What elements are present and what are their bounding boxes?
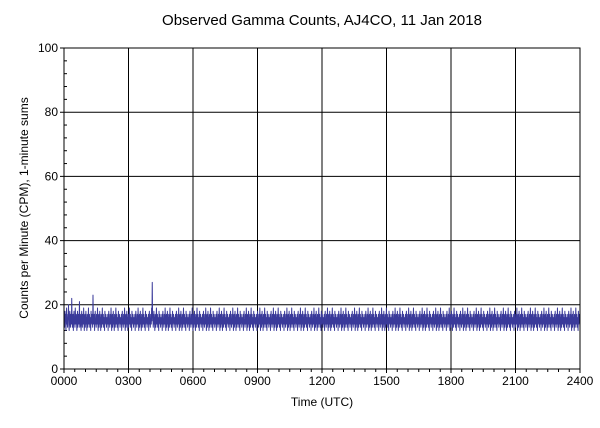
y-tick-label: 60 [45,169,59,183]
x-tick-label: 0300 [115,374,142,388]
y-axis-label: Counts per Minute (CPM), 1-minute sums [17,97,31,318]
x-tick-label: 2400 [567,374,594,388]
y-tick-label: 100 [38,41,58,55]
y-tick-label: 40 [45,234,59,248]
x-tick-label: 2100 [502,374,529,388]
y-tick-label: 20 [45,298,59,312]
y-tick-label: 80 [45,105,59,119]
x-axis-label: Time (UTC) [291,395,353,409]
x-tick-label: 0600 [180,374,207,388]
chart-title: Observed Gamma Counts, AJ4CO, 11 Jan 201… [162,12,482,29]
x-tick-label: 1500 [373,374,400,388]
x-tick-label: 0000 [51,374,78,388]
series-line [63,281,581,331]
x-tick-label: 1800 [438,374,465,388]
series-group [63,281,581,331]
plot-frame [63,47,581,370]
x-tick-label: 1200 [309,374,336,388]
y-tick-label: 0 [51,362,58,376]
x-tick-label: 0900 [244,374,271,388]
x-tick-labels: 0000 0300 0600 0900 1200 1500 1800 2100 2400 [51,374,594,388]
y-tick-labels: 0 20 40 60 80 100 [38,41,58,376]
